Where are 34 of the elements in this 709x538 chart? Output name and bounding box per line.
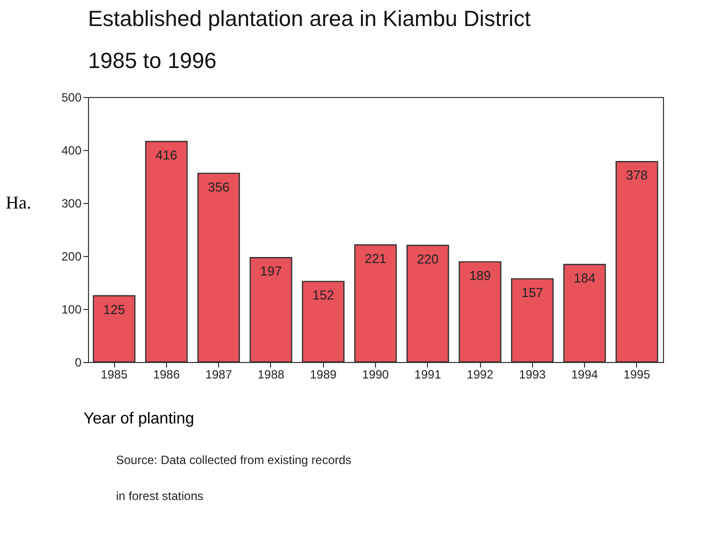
y-tick-label: 100	[61, 302, 82, 316]
x-tick-label: 1986	[153, 368, 180, 382]
x-axis-title: Year of planting	[84, 410, 194, 428]
data-label: 221	[364, 250, 386, 266]
text: in forest stations	[116, 489, 204, 503]
x-tick-label: 1989	[310, 368, 337, 382]
data-label: 356	[208, 179, 230, 194]
data-label: 125	[103, 302, 125, 317]
y-tick-label: 500	[61, 90, 82, 104]
x-tick-label: 1991	[414, 368, 442, 382]
data-label: 184	[574, 270, 596, 286]
x-tick-label: 1985	[100, 368, 128, 382]
x-tick-label: 1987	[205, 368, 232, 382]
data-label: 220	[416, 251, 439, 266]
y-tick-label: 400	[61, 144, 82, 158]
x-tick-label: 1988	[258, 368, 285, 382]
data-label: 152	[312, 287, 334, 302]
x-tick-label: 1992	[466, 368, 494, 382]
data-label: 197	[260, 264, 282, 279]
y-tick-label: 300	[61, 196, 82, 210]
data-label: 157	[521, 284, 544, 300]
data-label: 378	[626, 168, 648, 183]
data-label: 189	[469, 268, 491, 283]
y-tick-label: 0	[74, 356, 82, 370]
x-tick-label: 1990	[362, 368, 390, 382]
source-note: Source: Data collected from existing records	[116, 453, 352, 467]
chart-title: Established plantation area in Kiambu District	[88, 6, 531, 31]
chart-subtitle: 1985 to 1996	[88, 48, 216, 73]
y-axis-title: Ha.	[6, 192, 32, 212]
x-tick-label: 1993	[518, 368, 546, 382]
x-tick-label: 1995	[624, 368, 651, 382]
data-label: 416	[156, 148, 178, 163]
y-tick-label: 200	[61, 250, 82, 264]
x-tick-label: 1994	[571, 368, 598, 382]
